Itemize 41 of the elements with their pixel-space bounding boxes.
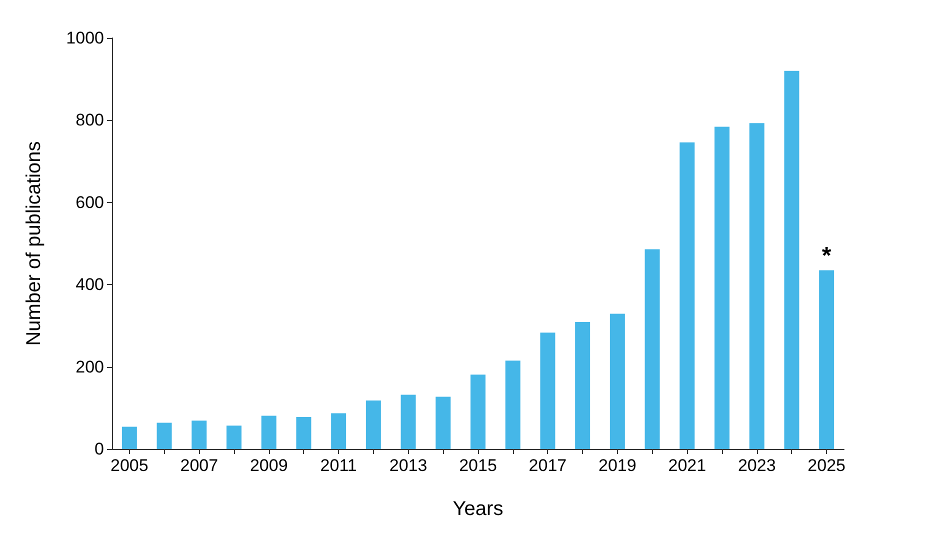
bar — [261, 416, 276, 449]
x-tick-label: 2005 — [110, 456, 148, 475]
bar — [505, 360, 520, 449]
y-tick-label: 600 — [76, 192, 104, 212]
bar — [122, 426, 137, 449]
bar — [156, 422, 172, 449]
x-tick-label: 2007 — [180, 456, 218, 475]
bar — [819, 270, 834, 449]
bar — [680, 142, 695, 449]
x-tick-label: 2025 — [808, 456, 846, 475]
annotation: * — [822, 242, 832, 270]
bar — [784, 70, 800, 449]
bar — [749, 123, 764, 449]
y-tick-label: 400 — [76, 275, 104, 294]
x-tick-label: 2011 — [320, 456, 357, 475]
y-tick-label: 1000 — [66, 28, 104, 48]
bar — [400, 394, 416, 449]
y-tick-label: 0 — [94, 440, 104, 458]
x-tick-label: 2023 — [738, 456, 776, 475]
x-axis-title: Years — [452, 498, 504, 520]
bar — [575, 322, 590, 449]
y-tick-label: 800 — [76, 110, 104, 130]
x-tick-label: 2009 — [250, 456, 288, 475]
bar — [644, 249, 660, 449]
bar — [436, 396, 451, 449]
x-tick-label: 2017 — [528, 456, 567, 475]
bar — [714, 126, 730, 449]
x-tick-label: 2019 — [598, 456, 636, 475]
x-tick-label: 2013 — [389, 456, 428, 475]
bar — [296, 416, 312, 449]
bar — [192, 420, 207, 449]
bar — [366, 400, 381, 449]
x-tick-label: 2021 — [668, 456, 706, 475]
bar — [331, 413, 346, 449]
bar — [540, 332, 556, 449]
bar — [226, 426, 242, 449]
y-axis-title: Number of publications — [23, 141, 45, 346]
bar — [610, 314, 625, 449]
x-tick-label: 2015 — [459, 456, 497, 475]
y-tick-label: 200 — [76, 357, 104, 376]
bar — [470, 374, 486, 449]
